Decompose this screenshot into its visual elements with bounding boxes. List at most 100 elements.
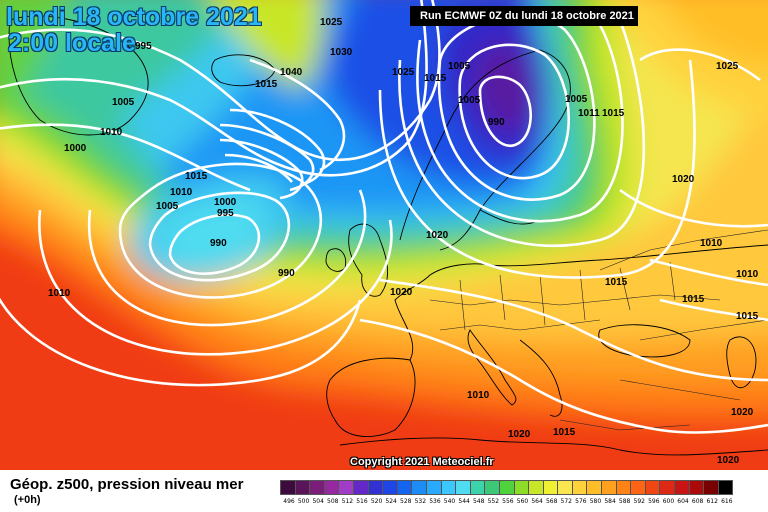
pressure-label: 1020 [731, 407, 754, 418]
pressure-label: 1010 [48, 288, 71, 299]
scale-swatch: 508 [323, 480, 340, 505]
scale-value: 512 [341, 498, 354, 505]
scale-swatch: 528 [396, 480, 413, 505]
weather-map: lundi 18 octobre 2021 2:00 locale Run EC… [0, 0, 768, 470]
scale-value: 604 [677, 498, 689, 505]
scale-swatch: 500 [294, 480, 311, 505]
pressure-label: 995 [217, 208, 234, 219]
scale-swatch: 540 [440, 480, 457, 505]
scale-value: 500 [297, 498, 310, 505]
scale-value: 596 [648, 498, 660, 505]
pressure-label: 1005 [565, 94, 588, 105]
geopotential-field [0, 0, 768, 470]
pressure-label: 1005 [448, 61, 471, 72]
scale-swatch: 608 [688, 480, 705, 505]
scale-swatch: 544 [455, 480, 471, 505]
scale-value: 560 [516, 498, 529, 505]
scale-value: 524 [385, 498, 397, 505]
pressure-label: 990 [278, 268, 295, 279]
scale-swatch: 604 [674, 480, 690, 505]
pressure-label: 1020 [426, 230, 449, 241]
pressure-label: 1015 [553, 427, 576, 438]
scale-swatch: 572 [557, 480, 573, 505]
scale-value: 564 [531, 498, 543, 505]
scale-swatch: 560 [513, 480, 530, 505]
color-scale: 496 500 504 508 512 516 520 524 528 532 536 540 544 5… [280, 480, 734, 505]
pressure-label: 1010 [467, 390, 490, 401]
pressure-label: 995 [135, 41, 152, 52]
pressure-label: 1010 [736, 269, 759, 280]
pressure-label: 1015 [424, 73, 447, 84]
scale-value: 516 [356, 498, 368, 505]
scale-value: 616 [721, 498, 733, 505]
scale-value: 608 [691, 498, 704, 505]
borders [429, 229, 768, 431]
pressure-label: 1015 [736, 311, 759, 322]
pressure-label: 990 [210, 238, 227, 249]
scale-swatch: 556 [498, 480, 515, 505]
run-info-label: Run ECMWF 0Z du lundi 18 octobre 2021 [410, 6, 638, 26]
scale-value: 548 [472, 498, 485, 505]
pressure-label: 1025 [716, 61, 739, 72]
pressure-label: 1010 [700, 238, 723, 249]
scale-swatch: 520 [367, 480, 384, 505]
pressure-label: 1010 [170, 187, 193, 198]
scale-swatch: 532 [411, 480, 427, 505]
scale-value: 528 [400, 498, 412, 505]
scale-swatch: 548 [469, 480, 486, 505]
pressure-label: 1040 [280, 67, 303, 78]
scale-value: 504 [312, 498, 324, 505]
pressure-label: 1025 [392, 67, 415, 78]
scale-value: 592 [633, 498, 645, 505]
scale-value: 572 [560, 498, 572, 505]
scale-swatch: 612 [703, 480, 719, 505]
scale-swatch: 536 [425, 480, 442, 505]
scale-value: 612 [706, 498, 718, 505]
pressure-label: 1020 [390, 287, 413, 298]
scale-swatch: 592 [630, 480, 646, 505]
scale-value: 600 [662, 498, 675, 505]
pressure-label: 1015 [255, 79, 278, 90]
pressure-label: 1011 [578, 108, 600, 119]
legend-title: Géop. z500, pression niveau mer [10, 476, 244, 493]
pressure-label: 1020 [717, 455, 740, 466]
pressure-label: 1005 [156, 201, 179, 212]
scale-value: 532 [414, 498, 427, 505]
scale-value: 508 [327, 498, 339, 505]
scale-value: 568 [545, 498, 558, 505]
scale-swatch: 552 [484, 480, 500, 505]
scale-swatch: 596 [644, 480, 661, 505]
scale-swatch: 524 [382, 480, 398, 505]
pressure-label: 1015 [605, 277, 628, 288]
scale-value: 580 [589, 498, 602, 505]
scale-swatch: 600 [659, 480, 676, 505]
scale-swatch: 516 [352, 480, 369, 505]
scale-value: 496 [283, 498, 295, 505]
pressure-label: 1000 [214, 197, 237, 208]
pressure-label: 1015 [602, 108, 625, 119]
map-time: 2:00 locale [8, 29, 136, 57]
pressure-label: 1005 [112, 97, 135, 108]
pressure-label: 1015 [185, 171, 208, 182]
pressure-label: 1010 [100, 127, 123, 138]
scale-swatch: 568 [542, 480, 559, 505]
scale-swatch: 512 [338, 480, 354, 505]
scale-value: 536 [429, 498, 441, 505]
legend-footer: Géop. z500, pression niveau mer (+0h) 49… [0, 470, 768, 512]
scale-value: 552 [487, 498, 500, 505]
scale-swatch: 616 [717, 480, 734, 505]
scale-value: 556 [502, 498, 514, 505]
scale-swatch: 504 [309, 480, 325, 505]
scale-value: 588 [618, 498, 631, 505]
scale-swatch: 580 [586, 480, 603, 505]
scale-swatch: 564 [528, 480, 544, 505]
forecast-offset: (+0h) [14, 494, 41, 506]
scale-value: 584 [604, 498, 616, 505]
scale-value: 544 [458, 498, 470, 505]
pressure-label: 990 [488, 117, 505, 128]
map-date: lundi 18 octobre 2021 [6, 3, 262, 31]
scale-swatch: 496 [280, 480, 296, 505]
scale-value: 576 [575, 498, 587, 505]
pressure-label: 1005 [458, 95, 481, 106]
pressure-label: 1015 [682, 294, 705, 305]
